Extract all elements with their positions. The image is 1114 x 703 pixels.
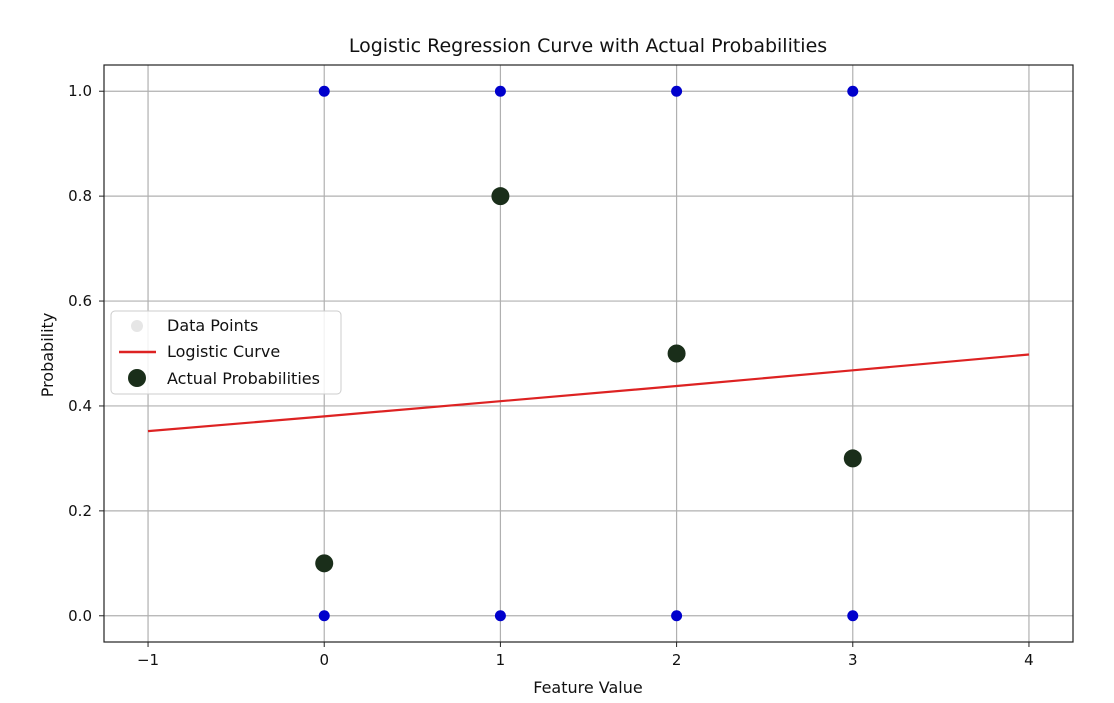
x-tick-label: 4	[1024, 651, 1034, 669]
actual-probability-point	[843, 449, 862, 468]
y-axis-label: Probability	[38, 313, 57, 398]
data-point	[318, 610, 330, 622]
plot-frame	[103, 64, 1074, 643]
data-point	[847, 85, 859, 97]
legend-label-data-points: Data Points	[167, 316, 258, 335]
data-point	[494, 610, 506, 622]
x-tick-label: 0	[319, 651, 329, 669]
x-tick-label: 3	[848, 651, 858, 669]
x-axis-label: Feature Value	[533, 678, 642, 697]
legend-label-actual-probabilities: Actual Probabilities	[167, 369, 320, 388]
y-axis: 0.0 0.2 0.4 0.6 0.8 1.0	[68, 82, 104, 625]
legend-label-logistic-curve: Logistic Curve	[167, 342, 280, 361]
data-point	[671, 85, 683, 97]
logistic-curve-line	[147, 353, 1030, 433]
legend-marker-actual-probabilities	[128, 369, 146, 387]
data-point	[494, 85, 506, 97]
y-tick-label: 0.0	[68, 607, 92, 625]
series-layer	[147, 85, 1030, 622]
data-point	[318, 85, 330, 97]
data-point	[671, 610, 683, 622]
x-tick-label: −1	[137, 651, 159, 669]
y-tick-label: 0.6	[68, 292, 92, 310]
legend: Data Points Logistic Curve Actual Probab…	[110, 310, 342, 395]
chart-title: Logistic Regression Curve with Actual Pr…	[349, 35, 827, 57]
legend-marker-data-points	[131, 320, 143, 332]
grid	[104, 65, 1073, 642]
y-tick-label: 1.0	[68, 82, 92, 100]
x-tick-label: 1	[496, 651, 506, 669]
data-point	[847, 610, 859, 622]
actual-probability-point	[491, 187, 510, 206]
actual-probability-point	[315, 554, 334, 573]
y-tick-label: 0.8	[68, 187, 92, 205]
x-tick-label: 2	[672, 651, 682, 669]
y-tick-label: 0.4	[68, 397, 92, 415]
actual-probability-point	[667, 344, 686, 363]
x-axis: −1 0 1 2 3 4	[137, 642, 1034, 669]
legend-box	[110, 310, 342, 395]
y-tick-label: 0.2	[68, 502, 92, 520]
